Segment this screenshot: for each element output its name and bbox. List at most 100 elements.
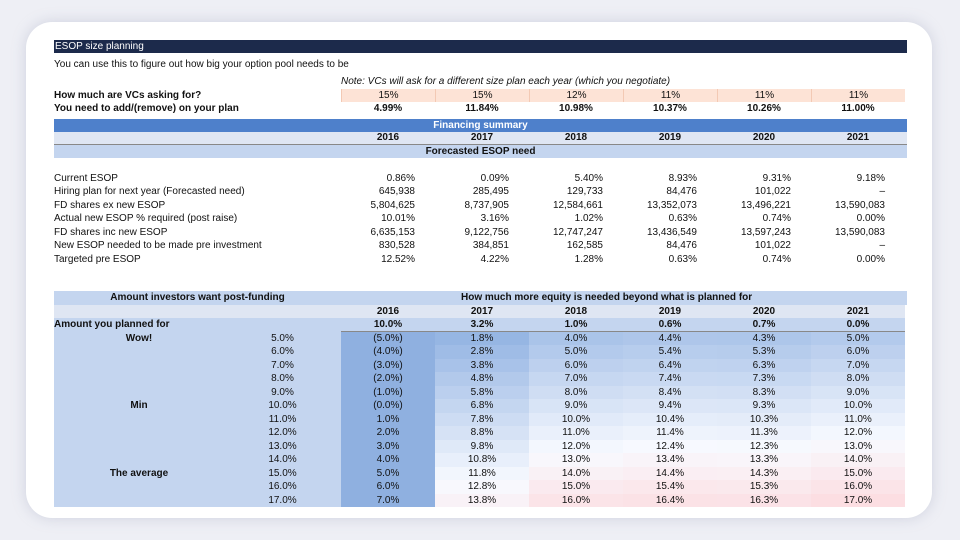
metric-value: 84,476 [666, 186, 697, 197]
sens-value: 4.3% [717, 331, 811, 345]
sens-value: 10.4% [623, 412, 717, 426]
sens-value: 14.3% [717, 466, 811, 480]
sens-left-header: Amount investors want post-funding [54, 291, 341, 305]
sens-value: 17.0% [811, 493, 905, 507]
sens-value: 10.8% [435, 453, 529, 467]
sens-year-header: 2021 [811, 304, 905, 318]
sheet-title: ESOP size planning [54, 40, 907, 53]
sens-value: 12.4% [623, 439, 717, 453]
metric-value: 129,733 [566, 186, 603, 197]
planned-value: 0.0% [811, 318, 905, 332]
sens-value: 9.0% [811, 385, 905, 399]
metric-value: 13,590,083 [834, 199, 885, 211]
metric-value: – [879, 186, 885, 197]
sens-value: 10.0% [811, 399, 905, 413]
vc-asking-row: How much are VCs asking for? 15% 15% 12% 11… [54, 88, 907, 102]
vc-asking-cell: 15% [341, 88, 435, 102]
metric-value: 9,122,756 [464, 226, 510, 238]
metric-value: 5.40% [574, 172, 603, 184]
metric-value: 8.93% [668, 172, 697, 184]
sens-value: 6.8% [435, 399, 529, 413]
sens-right-header: How much more equity is needed beyond wh… [341, 291, 907, 305]
sens-pct: 16.0% [224, 480, 341, 494]
sens-value: 8.0% [811, 372, 905, 386]
year-header: 2020 [752, 131, 776, 143]
sens-value: 7.8% [435, 412, 529, 426]
sens-value: 13.0% [811, 439, 905, 453]
metric-value: 9.31% [762, 172, 791, 184]
sens-value: 11.8% [435, 466, 529, 480]
sens-value: 6.4% [623, 358, 717, 372]
sens-pct: 11.0% [224, 412, 341, 426]
sens-value: 14.0% [811, 453, 905, 467]
sensitivity-table: Amount investors want post-funding How mu… [54, 291, 907, 507]
sens-value: (5.0%) [341, 331, 435, 345]
sens-value: 10.0% [529, 412, 623, 426]
metric-row: New ESOP needed to be made pre investmen… [54, 239, 907, 253]
sens-value: 4.8% [435, 372, 529, 386]
year-header: 2017 [470, 131, 494, 143]
planned-value: 0.7% [717, 318, 811, 332]
metric-value: 3.16% [480, 213, 509, 224]
metric-value: 13,436,549 [646, 226, 697, 238]
sens-tag [54, 345, 224, 359]
sens-value: 4.4% [623, 331, 717, 345]
forecasted-title: Forecasted ESOP need [54, 144, 907, 158]
metric-value: 0.74% [762, 213, 791, 224]
add-remove-cell: 10.98% [559, 103, 593, 114]
sens-value: 3.8% [435, 358, 529, 372]
planned-value: 10.0% [341, 318, 435, 332]
metric-row: Targeted pre ESOP 12.52% 4.22% 1.28% 0.63% 0.… [54, 253, 907, 267]
metrics-table: Current ESOP 0.86% 0.09% 5.40% 8.93% 9.31% 9.1… [54, 172, 907, 267]
sens-year-header: 2019 [623, 304, 717, 318]
sens-pct: 13.0% [224, 439, 341, 453]
sens-value: 9.8% [435, 439, 529, 453]
intro-text: You can use this to figure out how big y… [54, 59, 349, 70]
sens-pct: 10.0% [224, 399, 341, 413]
metric-row: FD shares inc new ESOP 6,635,153 9,122,756… [54, 226, 907, 240]
vc-asking-cell: 12% [529, 88, 623, 102]
sens-value: 10.3% [717, 412, 811, 426]
sens-value: 5.0% [811, 331, 905, 345]
sens-value: 7.4% [623, 372, 717, 386]
metric-row: Actual new ESOP % required (post raise) 1… [54, 212, 907, 226]
sens-value: 15.0% [811, 466, 905, 480]
metric-value: 101,022 [754, 240, 791, 251]
sens-year-header: 2017 [435, 304, 529, 318]
sens-value: 5.4% [623, 345, 717, 359]
metric-value: 0.63% [668, 213, 697, 224]
add-remove-label: You need to add/(remove) on your plan [54, 103, 239, 114]
sens-value: 4.0% [341, 453, 435, 467]
metric-value: 4.22% [480, 253, 509, 265]
sens-value: 7.0% [811, 358, 905, 372]
sens-value: 8.4% [623, 385, 717, 399]
sens-tag [54, 385, 224, 399]
vc-asking-cell: 11% [717, 88, 811, 102]
note-text: Note: VCs will ask for a different size … [341, 76, 671, 87]
sens-value: 2.8% [435, 345, 529, 359]
sens-value: 5.0% [529, 345, 623, 359]
metric-value: 10.01% [381, 213, 415, 224]
sens-value: 11.0% [529, 426, 623, 440]
sens-tag: Min [54, 399, 224, 413]
planned-value: 0.6% [623, 318, 717, 332]
sens-value: 11.4% [623, 426, 717, 440]
metric-value: 285,495 [472, 186, 509, 197]
metric-label: New ESOP needed to be made pre investmen… [54, 240, 262, 251]
slide-card: ESOP size planning You can use this to f… [26, 22, 932, 518]
metric-label: FD shares ex new ESOP [54, 199, 166, 211]
sens-tag: Wow! [54, 331, 224, 345]
sens-value: 16.4% [623, 493, 717, 507]
sens-value: 9.4% [623, 399, 717, 413]
metric-value: 645,938 [378, 186, 415, 197]
sens-value: 6.0% [811, 345, 905, 359]
vc-asking-label: How much are VCs asking for? [54, 89, 202, 101]
metric-row: Hiring plan for next year (Forecasted ne… [54, 185, 907, 199]
metric-value: 384,851 [472, 240, 509, 251]
metric-value: 6,635,153 [370, 226, 416, 238]
add-remove-cell: 11.00% [841, 103, 875, 114]
add-remove-cell: 10.37% [653, 103, 687, 114]
metric-value: 0.63% [668, 253, 697, 265]
metric-value: 101,022 [754, 186, 791, 197]
sens-value: 15.3% [717, 480, 811, 494]
